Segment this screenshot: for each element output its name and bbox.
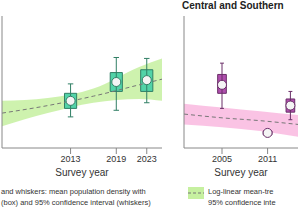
svg-text:2013: 2013	[61, 154, 81, 164]
svg-text:2019: 2019	[106, 154, 126, 164]
html-text:95% confidence inte: 95% confidence inte	[208, 198, 276, 207]
svg-text:Survey year: Survey year	[55, 167, 109, 178]
html-text:(box) and 95% confidence inter: (box) and 95% confidence interval (whisk…	[1, 198, 151, 207]
svg-text:2005: 2005	[212, 154, 232, 164]
html-text:Central and Southern: Central and Southern	[182, 0, 284, 11]
html-text:Log-linear mean-tre: Log-linear mean-tre	[208, 187, 274, 196]
svg-text:Survey year: Survey year	[214, 167, 268, 178]
html-text:and whiskers: mean population: and whiskers: mean population density wi…	[1, 187, 146, 196]
svg-text:2023: 2023	[137, 154, 157, 164]
svg-text:2011: 2011	[258, 154, 277, 164]
